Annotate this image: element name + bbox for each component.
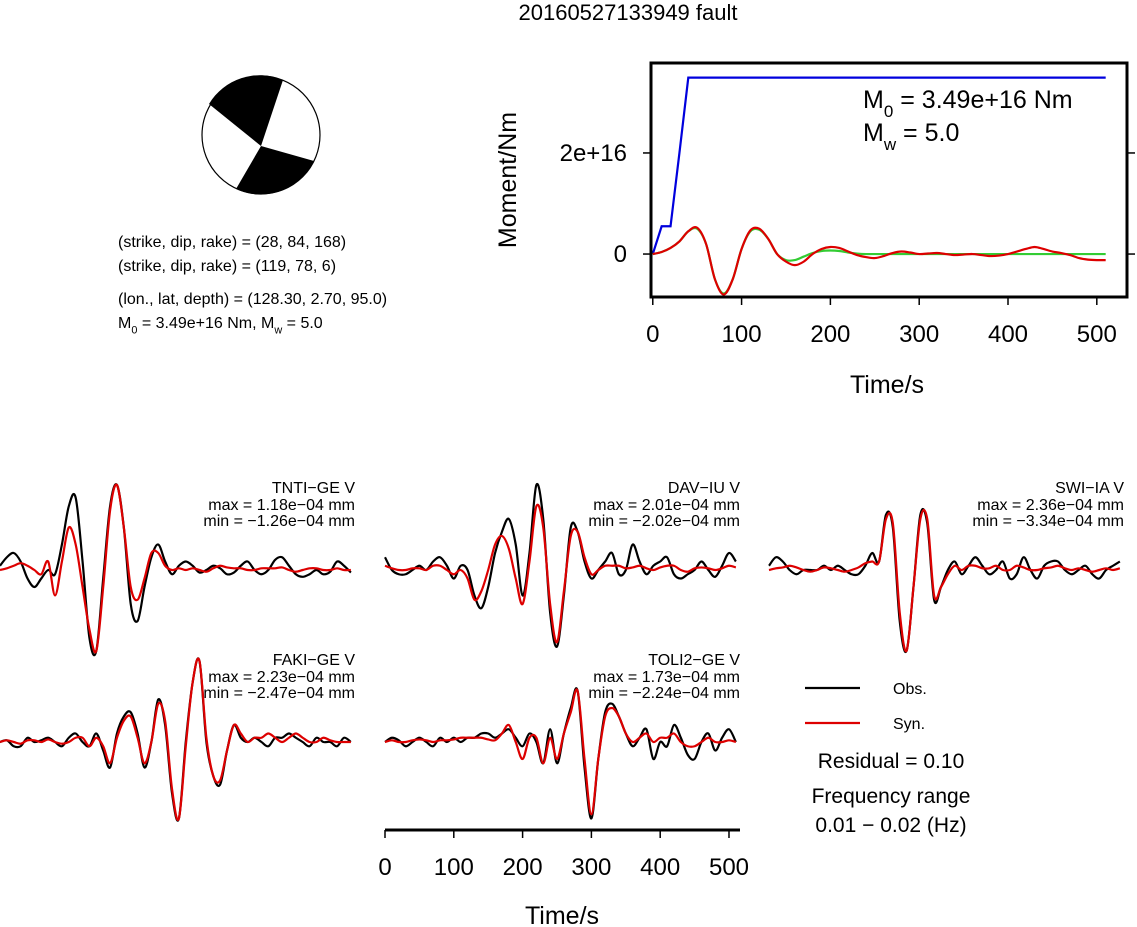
station-name: DAV−IU V	[668, 480, 741, 497]
station-min: min = −2.02e−04 mm	[588, 513, 740, 530]
text-part: w	[883, 135, 897, 154]
series-line	[651, 76, 1106, 255]
text-part: = 3.49e+16 Nm	[893, 86, 1072, 114]
x-tick-label: 100	[722, 321, 762, 348]
x-tick-label: 500	[709, 854, 749, 881]
figure-title: 20160527133949 fault	[519, 0, 738, 25]
y-axis-label: Moment/Nm	[494, 112, 522, 248]
beachball	[201, 75, 321, 195]
beachball-quadrant	[236, 146, 314, 195]
text-part: M	[118, 315, 131, 332]
beachball-quadrant	[209, 75, 283, 146]
series-line	[652, 226, 1106, 295]
waveform-syn	[0, 483, 351, 654]
station-max: max = 2.01e−04 mm	[593, 497, 740, 514]
frequency-range: Frequency range	[812, 785, 971, 808]
focal-text: (lon., lat, depth) = (128.30, 2.70, 95.0…	[118, 291, 387, 308]
station-min: min = −2.47e−04 mm	[203, 685, 355, 702]
plot-frame	[649, 61, 1129, 299]
text-part: M	[863, 86, 884, 114]
x-tick-label: 300	[899, 321, 939, 348]
legend-label: Obs.	[893, 681, 927, 698]
text-part: 0	[884, 102, 893, 121]
x-tick-label: 0	[378, 854, 391, 881]
legend-label: Syn.	[893, 716, 925, 733]
focal-text: (strike, dip, rake) = (119, 78, 6)	[118, 258, 336, 275]
x-tick-label: 500	[1077, 321, 1117, 348]
x-tick-label: 0	[646, 321, 659, 348]
station-max: max = 1.18e−04 mm	[208, 497, 355, 514]
station-min: min = −1.26e−04 mm	[203, 513, 355, 530]
station-min: min = −3.34e−04 mm	[972, 513, 1124, 530]
text-part: = 5.0	[282, 315, 323, 332]
text-part: M	[863, 119, 884, 147]
station-name: TOLI2−GE V	[648, 652, 740, 669]
focal-text: (strike, dip, rake) = (28, 84, 168)	[118, 234, 346, 251]
station-max: max = 2.36e−04 mm	[977, 497, 1124, 514]
x-tick-label: 100	[434, 854, 474, 881]
station-max: max = 1.73e−04 mm	[593, 669, 740, 686]
text-part: = 3.49e+16 Nm, M	[137, 315, 274, 332]
moment-text: M0 = 3.49e+16 Nm, Mw = 5.0	[118, 315, 323, 337]
text-part: 0	[131, 325, 137, 337]
text-part: = 5.0	[896, 119, 959, 147]
x-tick-label: 300	[571, 854, 611, 881]
station-name: SWI−IA V	[1055, 480, 1124, 497]
waveform-obs	[384, 687, 737, 820]
series-line	[652, 226, 1106, 296]
waveform-syn	[384, 688, 737, 816]
annotation: Mw = 5.0	[863, 119, 959, 154]
waveform-syn	[0, 657, 351, 822]
waveform-syn	[384, 503, 737, 644]
residual: Residual = 0.10	[818, 750, 965, 773]
x-axis-label: Time/s	[850, 371, 924, 399]
x-tick-label: 200	[810, 321, 850, 348]
station-name: FAKI−GE V	[273, 652, 356, 669]
annotation: M0 = 3.49e+16 Nm	[863, 86, 1073, 121]
x-tick-label: 400	[640, 854, 680, 881]
station-name: TNTI−GE V	[272, 480, 355, 497]
y-tick-label: 2e+16	[560, 140, 627, 167]
x-tick-label: 400	[988, 321, 1028, 348]
station-max: max = 2.23e−04 mm	[208, 669, 355, 686]
frequency-range: 0.01 − 0.02 (Hz)	[815, 814, 966, 837]
station-min: min = −2.24e−04 mm	[588, 685, 740, 702]
text-part: w	[273, 325, 282, 337]
waveform-syn	[768, 508, 1121, 653]
y-tick-label: 0	[614, 241, 627, 268]
x-axis-label: Time/s	[525, 902, 599, 927]
waveform-obs	[0, 483, 352, 657]
x-tick-label: 200	[503, 854, 543, 881]
